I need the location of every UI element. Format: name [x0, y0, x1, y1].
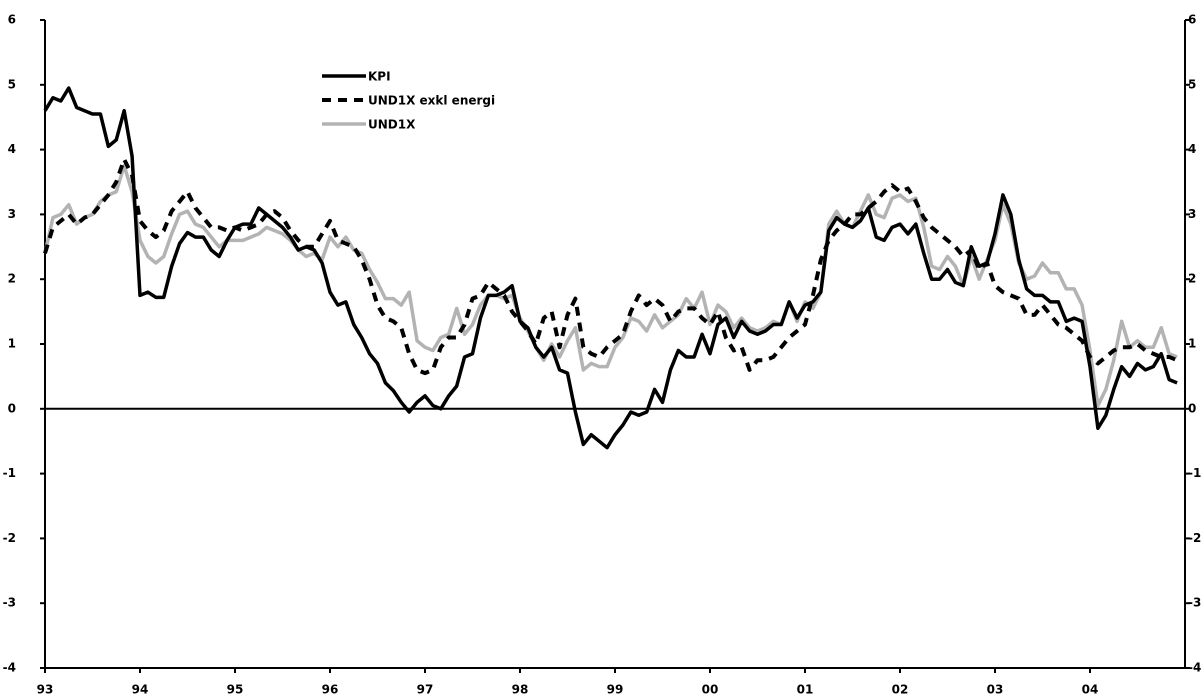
y-tick-label: -3 — [3, 596, 16, 610]
y-tick-label-right: 0 — [1188, 401, 1196, 415]
y-tick-label: 2 — [8, 272, 16, 286]
x-tick-label: 97 — [417, 683, 434, 697]
y-tick-label-right: 5 — [1188, 77, 1196, 91]
y-tick-label-right: 3 — [1188, 207, 1196, 221]
y-tick-label: 0 — [8, 401, 16, 415]
x-tick-label: 02 — [892, 683, 909, 697]
y-tick-label: 6 — [8, 13, 16, 27]
x-tick-label: 95 — [227, 683, 244, 697]
series-line — [43, 157, 1178, 376]
y-tick-label: 5 — [8, 77, 16, 91]
x-tick-label: 98 — [512, 683, 529, 697]
x-tick-label: 99 — [607, 683, 624, 697]
y-tick-label-right: 2 — [1188, 272, 1196, 286]
legend-label: KPI — [368, 70, 391, 84]
y-tick-label-right: -2 — [1188, 531, 1201, 545]
x-tick-label: 96 — [322, 683, 339, 697]
y-tick-label: 3 — [8, 207, 16, 221]
y-tick-label-right: -3 — [1188, 596, 1201, 610]
x-tick-label: 94 — [132, 683, 149, 697]
y-tick-label: 1 — [8, 337, 16, 351]
y-tick-label-right: -1 — [1188, 466, 1201, 480]
y-tick-label-right: 4 — [1188, 142, 1196, 156]
x-tick-label: 01 — [797, 683, 814, 697]
series-line — [43, 86, 1178, 450]
legend-label: UND1X exkl energi — [368, 94, 495, 108]
legend-label: UND1X — [368, 118, 416, 132]
x-tick-label: 93 — [37, 683, 54, 697]
y-tick-label-right: 6 — [1188, 13, 1196, 27]
y-tick-label-right: 1 — [1188, 337, 1196, 351]
x-tick-label: 00 — [702, 683, 719, 697]
x-tick-label: 03 — [987, 683, 1004, 697]
y-tick-label: 4 — [8, 142, 16, 156]
y-tick-label: -1 — [3, 466, 16, 480]
y-tick-label-right: -4 — [1188, 661, 1201, 675]
y-tick-label: -4 — [3, 661, 16, 675]
y-tick-label: -2 — [3, 531, 16, 545]
x-tick-label: 04 — [1082, 683, 1099, 697]
